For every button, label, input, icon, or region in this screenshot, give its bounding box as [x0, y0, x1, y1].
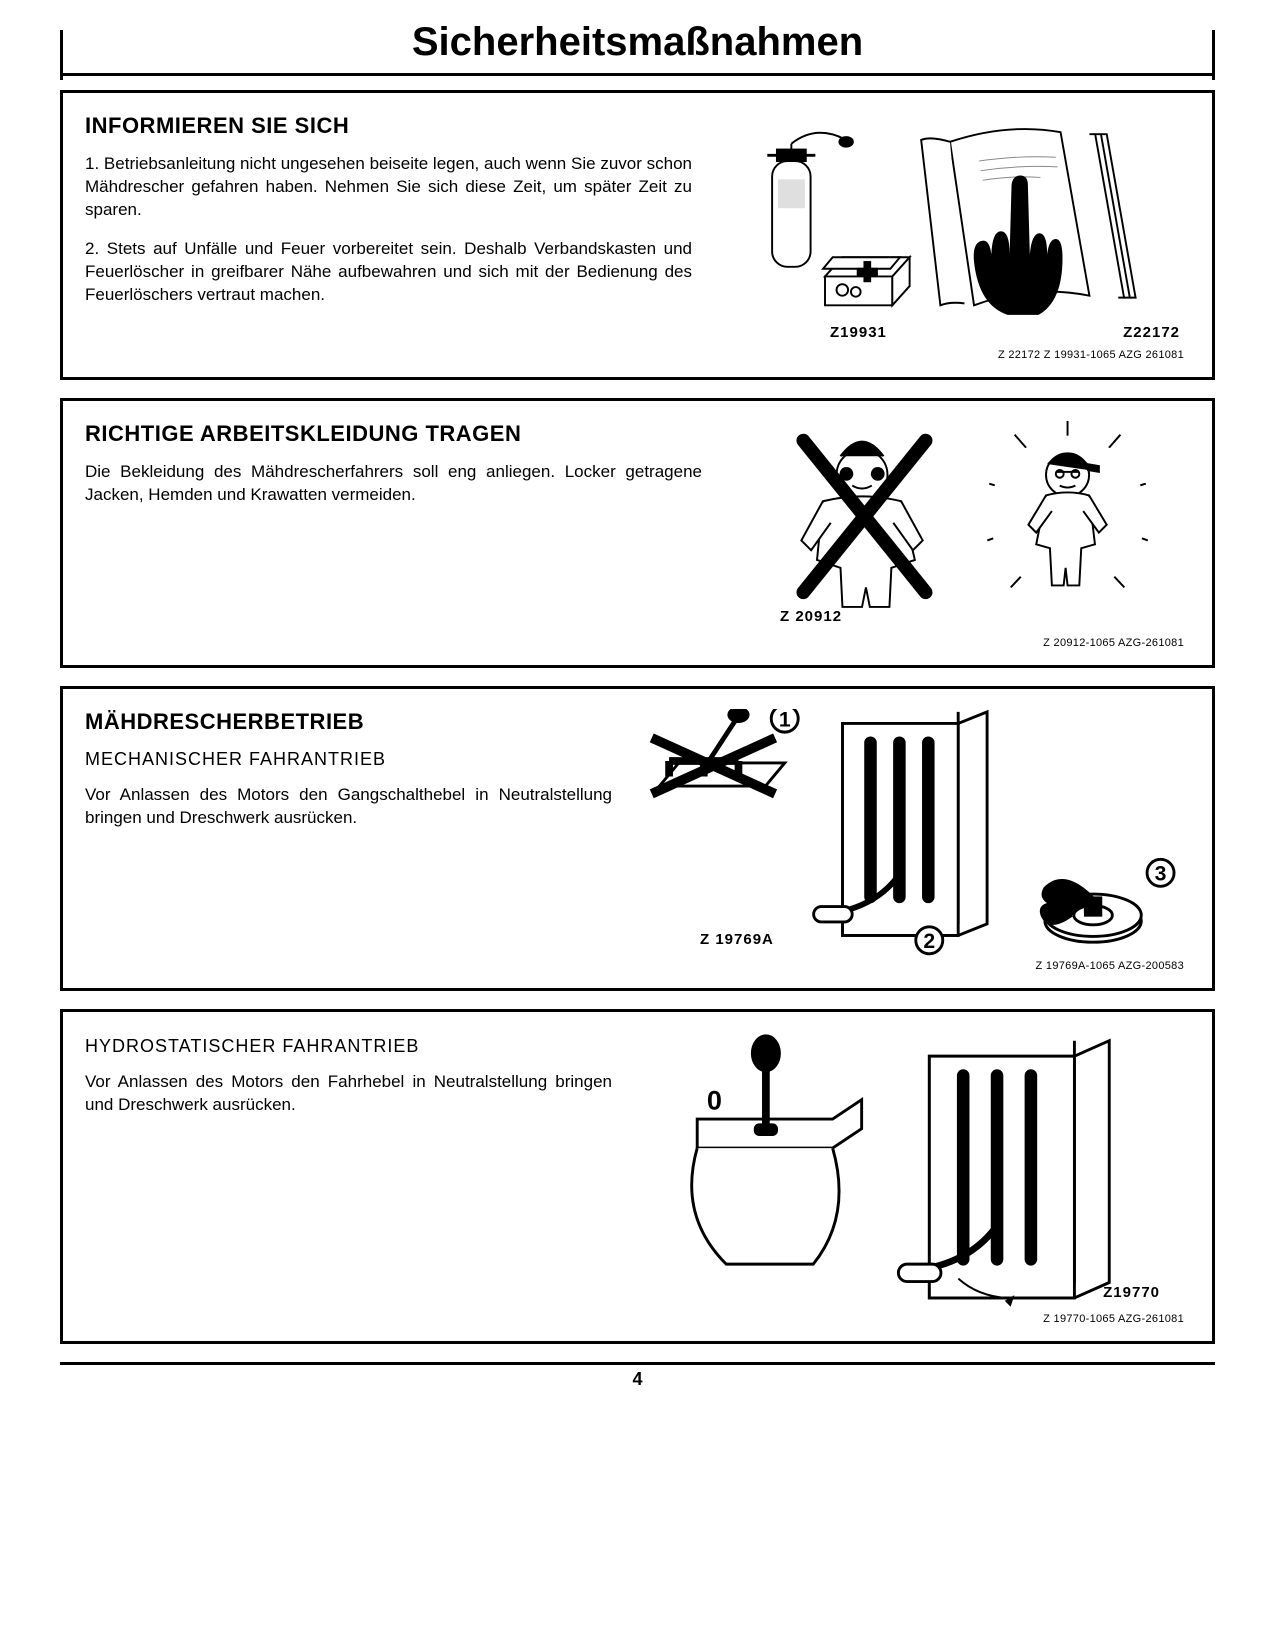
panel1-fig-label-left: Z19931 [830, 324, 887, 341]
panel4-para1: Vor Anlassen des Motors den Fahrhebel in… [85, 1071, 612, 1117]
panel4-fig-label: Z19770 [1103, 1284, 1160, 1301]
panel3-heading: MÄHDRESCHERBETRIEB [85, 709, 612, 735]
panel1-fig-label-right: Z22172 [1123, 324, 1180, 341]
panel-inform: INFORMIEREN SIE SICH 1. Betriebsanleitun… [60, 90, 1215, 380]
panel2-fig-label: Z 20912 [780, 608, 842, 625]
panel3-num3: 3 [1155, 863, 1167, 886]
panel3-caption: Z 19769A-1065 AZG-200583 [1036, 960, 1184, 972]
panel-hydro-drive: HYDROSTATISCHER FAHRANTRIEB Vor Anlassen… [60, 1009, 1215, 1344]
panel3-num1: 1 [779, 709, 791, 731]
panel3-fig-label: Z 19769A [700, 931, 774, 948]
panel4-zero: 0 [707, 1084, 722, 1115]
panel3-subheading: MECHANISCHER FAHRANTRIEB [85, 749, 612, 770]
panel1-heading: INFORMIEREN SIE SICH [85, 113, 692, 139]
panel3-num2: 2 [923, 930, 935, 953]
panel1-para2: 2. Stets auf Unfälle und Feuer vorbereit… [85, 238, 692, 307]
panel4-illustration: 0 [630, 1032, 1190, 1327]
panel2-caption: Z 20912-1065 AZG-261081 [1043, 637, 1184, 649]
panel1-para1: 1. Betriebsanleitung nicht ungesehen bei… [85, 153, 692, 222]
panel4-caption: Z 19770-1065 AZG-261081 [1043, 1313, 1184, 1325]
panel3-para1: Vor Anlassen des Motors den Gangschalthe… [85, 784, 612, 830]
page-title: Sicherheitsmaßnahmen [60, 20, 1215, 73]
panel1-illustration [710, 113, 1190, 363]
panel-clothing: RICHTIGE ARBEITSKLEIDUNG TRAGEN Die Bekl… [60, 398, 1215, 668]
panel4-subheading: HYDROSTATISCHER FAHRANTRIEB [85, 1036, 612, 1057]
panel2-heading: RICHTIGE ARBEITSKLEIDUNG TRAGEN [85, 421, 702, 447]
panel1-caption: Z 22172 Z 19931-1065 AZG 261081 [998, 349, 1184, 361]
panel-mech-drive: MÄHDRESCHERBETRIEB MECHANISCHER FAHRANTR… [60, 686, 1215, 991]
panel2-para1: Die Bekleidung des Mähdrescherfahrers so… [85, 461, 702, 507]
page-number: 4 [60, 1369, 1215, 1390]
